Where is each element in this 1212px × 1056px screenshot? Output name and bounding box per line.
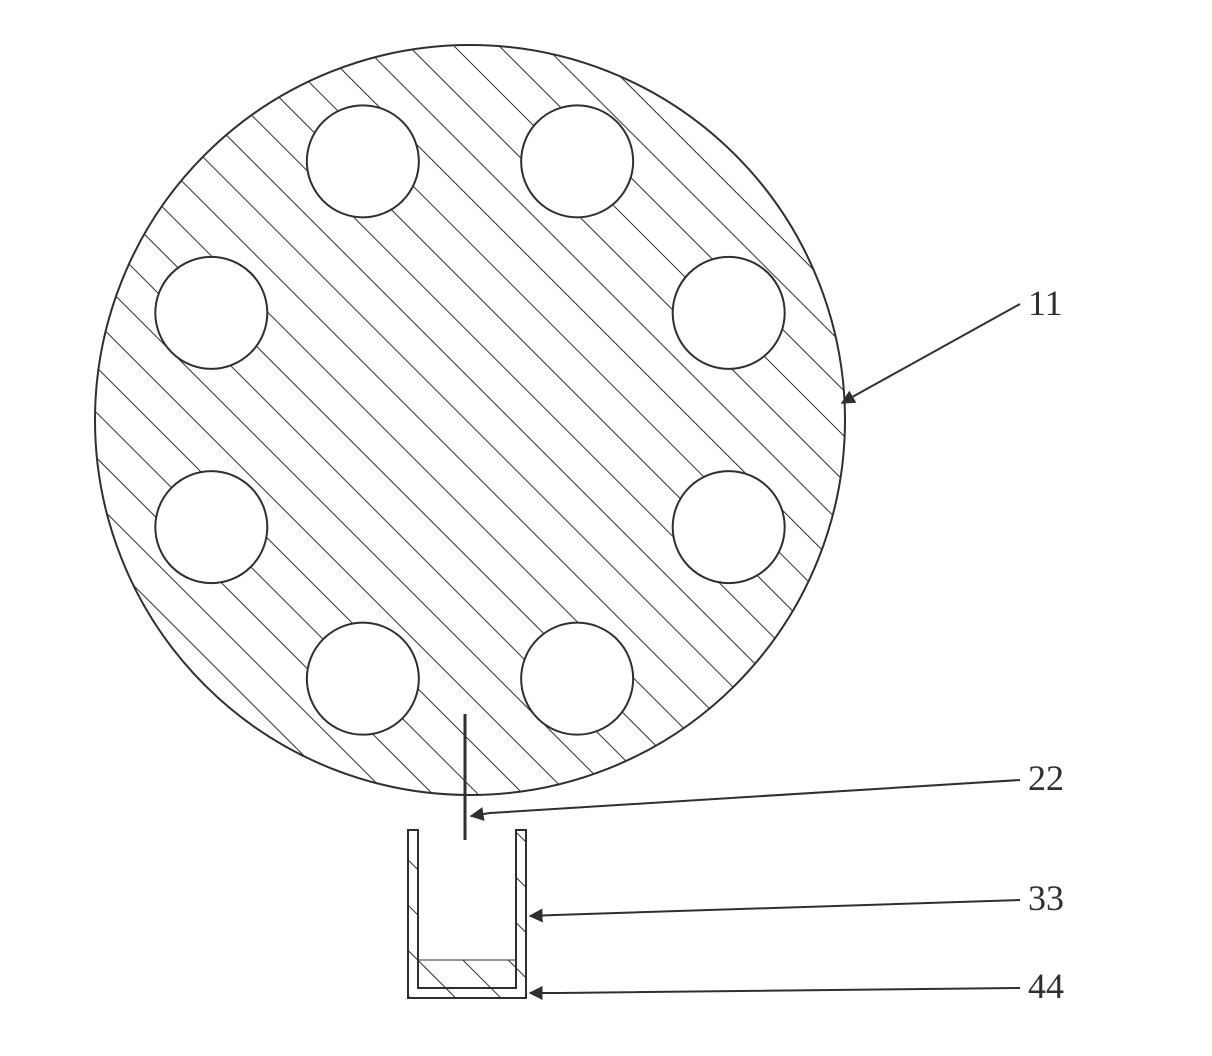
- leader-33: [530, 900, 1020, 916]
- callout-label-11: 11: [1028, 282, 1063, 324]
- disc-hole-1: [521, 105, 633, 217]
- disc-hole-7: [673, 471, 785, 583]
- disc-hole-0: [673, 257, 785, 369]
- leader-44: [530, 988, 1020, 993]
- main-disc: [95, 45, 845, 795]
- disc-hole-2: [307, 105, 419, 217]
- leader-11: [842, 304, 1020, 403]
- disc-hole-3: [155, 257, 267, 369]
- callout-label-22: 22: [1028, 757, 1064, 799]
- callout-label-33: 33: [1028, 877, 1064, 919]
- disc-hole-6: [521, 623, 633, 735]
- container-interior: [418, 840, 516, 960]
- disc-hole-4: [155, 471, 267, 583]
- container-bottom-fill: [418, 960, 516, 988]
- callout-label-44: 44: [1028, 965, 1064, 1007]
- disc-hole-5: [307, 623, 419, 735]
